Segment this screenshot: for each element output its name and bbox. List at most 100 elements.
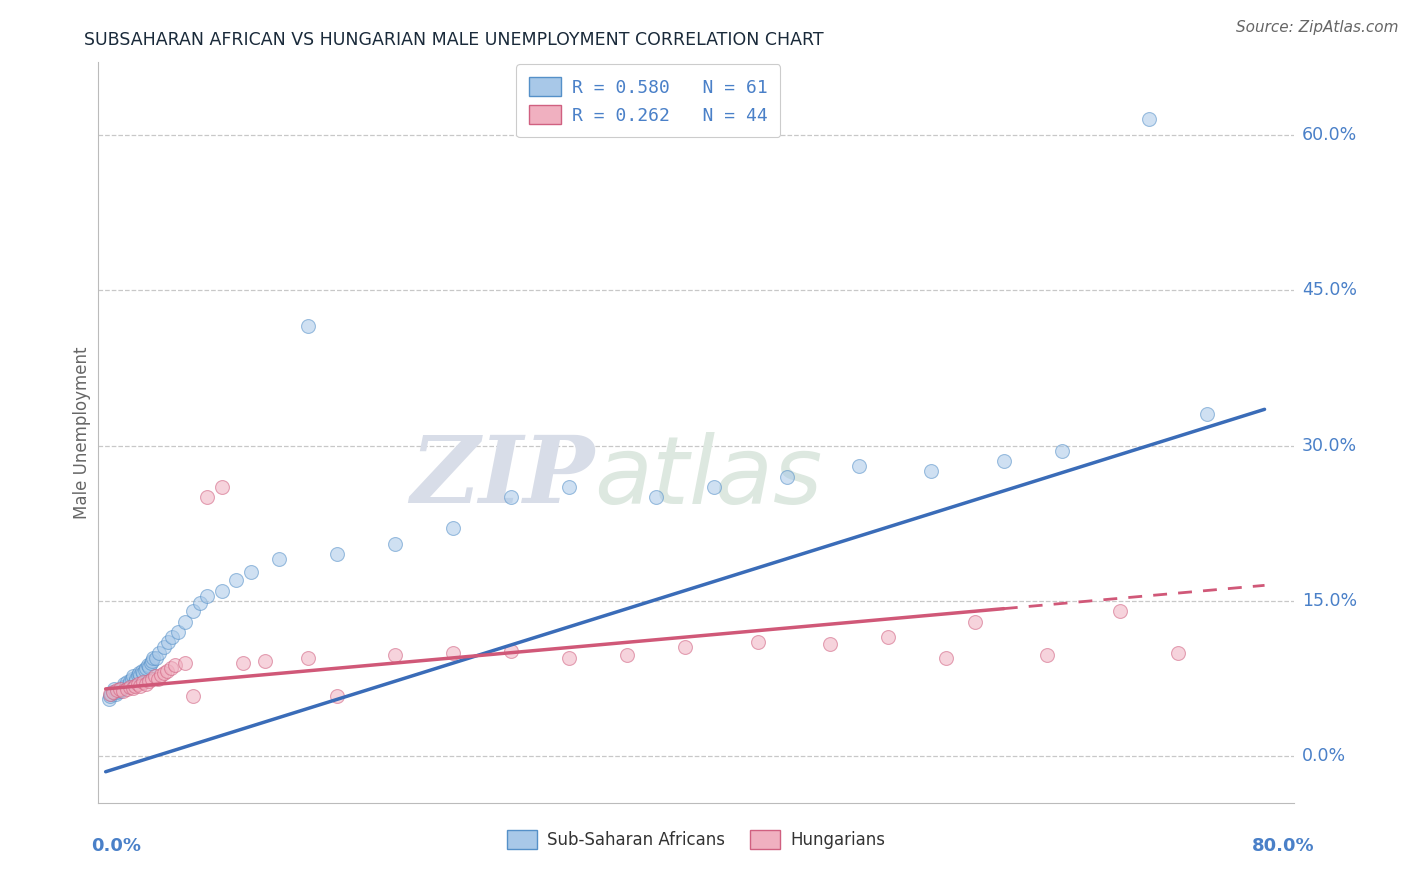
Point <box>135 661 157 675</box>
Point <box>174 615 197 629</box>
Point <box>156 635 179 649</box>
Point <box>225 573 247 587</box>
Point <box>211 480 233 494</box>
Point <box>297 319 319 334</box>
Point <box>139 656 162 670</box>
Point <box>993 454 1015 468</box>
Point <box>115 679 138 693</box>
Point <box>326 547 349 561</box>
Point <box>162 630 184 644</box>
Text: SUBSAHARAN AFRICAN VS HUNGARIAN MALE UNEMPLOYMENT CORRELATION CHART: SUBSAHARAN AFRICAN VS HUNGARIAN MALE UNE… <box>84 31 824 49</box>
Point <box>818 637 841 651</box>
Point <box>117 681 139 696</box>
Point <box>935 650 957 665</box>
Point <box>195 589 218 603</box>
Point <box>129 668 152 682</box>
Point <box>122 669 145 683</box>
Point <box>103 681 125 696</box>
Point <box>775 469 797 483</box>
Point <box>384 648 406 662</box>
Point <box>128 666 150 681</box>
Point <box>105 682 128 697</box>
Point <box>703 480 725 494</box>
Point <box>121 672 143 686</box>
Point <box>239 565 262 579</box>
Point <box>384 537 406 551</box>
Point <box>124 679 146 693</box>
Point <box>181 689 204 703</box>
Point <box>673 640 696 655</box>
Point <box>100 687 122 701</box>
Point <box>1167 646 1189 660</box>
Point <box>195 491 218 505</box>
Point <box>132 666 155 681</box>
Text: atlas: atlas <box>595 432 823 523</box>
Point <box>253 654 276 668</box>
Point <box>558 480 581 494</box>
Point <box>501 643 523 657</box>
Point <box>174 656 197 670</box>
Text: ZIP: ZIP <box>411 432 595 522</box>
Point <box>138 673 160 688</box>
Point <box>146 672 169 686</box>
Y-axis label: Male Unemployment: Male Unemployment <box>73 346 91 519</box>
Point <box>114 677 136 691</box>
Point <box>181 604 204 618</box>
Point <box>1050 443 1073 458</box>
Point <box>120 673 142 688</box>
Point <box>138 660 160 674</box>
Point <box>108 681 131 696</box>
Point <box>122 681 145 695</box>
Point <box>232 656 254 670</box>
Text: Source: ZipAtlas.com: Source: ZipAtlas.com <box>1236 20 1399 35</box>
Point <box>155 665 177 679</box>
Point <box>1036 648 1059 662</box>
Point <box>558 650 581 665</box>
Point <box>117 674 139 689</box>
Point <box>141 654 163 668</box>
Point <box>167 624 190 639</box>
Legend: Sub-Saharan Africans, Hungarians: Sub-Saharan Africans, Hungarians <box>499 822 893 857</box>
Point <box>125 672 148 686</box>
Point <box>145 650 167 665</box>
Point <box>136 658 159 673</box>
Point <box>501 491 523 505</box>
Point <box>152 640 174 655</box>
Point <box>97 692 120 706</box>
Point <box>124 674 146 689</box>
Point <box>1195 408 1218 422</box>
Point <box>112 680 135 694</box>
Point <box>326 689 349 703</box>
Point <box>297 650 319 665</box>
Point <box>141 672 163 686</box>
Point <box>127 677 149 691</box>
Point <box>129 679 152 693</box>
Point <box>1108 604 1130 618</box>
Point <box>165 658 187 673</box>
Point <box>98 689 121 703</box>
Point <box>127 668 149 682</box>
Point <box>120 680 142 694</box>
Point <box>101 685 124 699</box>
Point <box>160 661 183 675</box>
Point <box>104 687 127 701</box>
Point <box>135 677 157 691</box>
Point <box>441 521 464 535</box>
Point <box>188 596 211 610</box>
Point <box>747 635 769 649</box>
Point <box>441 646 464 660</box>
Point <box>98 687 121 701</box>
Point <box>132 674 155 689</box>
Text: 0.0%: 0.0% <box>91 837 142 855</box>
Point <box>269 552 291 566</box>
Text: 15.0%: 15.0% <box>1302 592 1357 610</box>
Point <box>616 648 638 662</box>
Text: 0.0%: 0.0% <box>1302 747 1346 765</box>
Point <box>101 685 124 699</box>
Point <box>1137 112 1160 127</box>
Point <box>131 665 153 679</box>
Point <box>105 685 128 699</box>
Point <box>108 684 131 698</box>
Text: 45.0%: 45.0% <box>1302 281 1357 299</box>
Point <box>142 650 165 665</box>
